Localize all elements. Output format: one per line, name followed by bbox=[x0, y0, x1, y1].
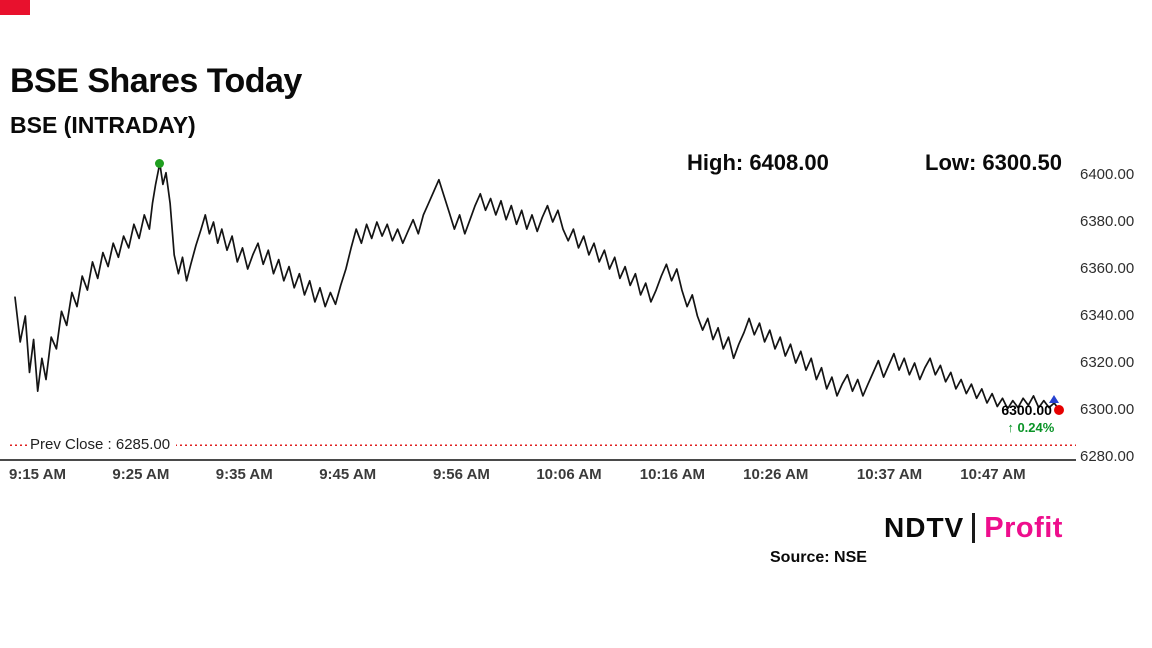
x-axis-label: 10:06 AM bbox=[536, 466, 602, 483]
x-axis-label: 9:56 AM bbox=[432, 466, 490, 483]
y-axis: 6400.00 6380.00 6360.00 6340.00 6320.00 6300.… bbox=[1080, 0, 1150, 648]
x-axis-label: 10:26 AM bbox=[743, 466, 809, 483]
brand-separator-bar bbox=[972, 513, 976, 543]
x-axis-label: 9:15 AM bbox=[9, 466, 66, 483]
y-axis-label: 6320.00 bbox=[1080, 354, 1135, 371]
y-axis-label: 6300.00 bbox=[1080, 401, 1135, 418]
x-axis: 9:15 AM 9:25 AM 9:35 AM 9:45 AM 9:56 AM 10:06… bbox=[0, 466, 1152, 488]
last-price-label: 6300.00 bbox=[1001, 402, 1052, 418]
price-line bbox=[14, 162, 1061, 411]
high-value: High: 6408.00 bbox=[687, 150, 829, 175]
source-label: Source: NSE bbox=[770, 549, 867, 566]
last-price-dot bbox=[1054, 405, 1065, 415]
channel-red-flag bbox=[0, 0, 30, 15]
x-axis-label: 10:37 AM bbox=[856, 466, 923, 483]
prev-close-label: Prev Close : 6285.00 bbox=[28, 436, 177, 453]
x-axis-label: 9:25 AM bbox=[112, 466, 170, 483]
ndtv-logo: NDTV bbox=[884, 512, 965, 543]
page-title: BSE Shares Today bbox=[10, 62, 302, 100]
brand-logo: NDTV Profit bbox=[884, 508, 1063, 548]
low-value: Low: 6300.50 bbox=[925, 150, 1062, 175]
up-triangle-icon bbox=[1049, 395, 1060, 403]
y-axis-label: 6380.00 bbox=[1080, 213, 1135, 230]
y-axis-label: 6280.00 bbox=[1080, 448, 1135, 465]
last-change-label: ↑ 0.24% bbox=[1007, 420, 1055, 435]
x-axis-baseline bbox=[0, 459, 1076, 461]
y-axis-label: 6360.00 bbox=[1080, 260, 1135, 277]
page-subtitle: BSE (INTRADAY) bbox=[10, 112, 196, 138]
high-marker-dot bbox=[155, 158, 165, 168]
x-axis-label: 10:47 AM bbox=[960, 466, 1026, 483]
x-axis-label: 9:45 AM bbox=[319, 466, 377, 483]
x-axis-label: 9:35 AM bbox=[215, 466, 273, 483]
x-axis-label: 10:16 AM bbox=[639, 466, 706, 483]
profit-logo: Profit bbox=[984, 511, 1063, 544]
y-axis-label: 6400.00 bbox=[1080, 166, 1135, 183]
y-axis-label: 6340.00 bbox=[1080, 307, 1135, 324]
